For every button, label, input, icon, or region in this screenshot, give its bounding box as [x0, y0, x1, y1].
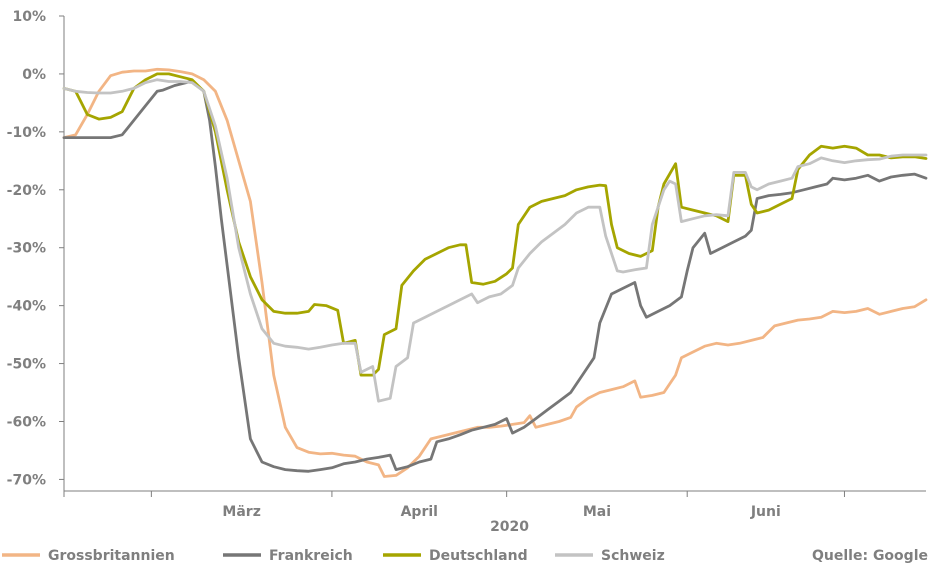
series-line	[62, 67, 928, 478]
legend-label: Schweiz	[601, 548, 665, 564]
y-axis-tick-labels: 10% 0% -10% -20% -30% -40% -50% -60% -70%	[7, 9, 64, 488]
y-tick-label: -60%	[7, 414, 46, 430]
y-tick-label: -20%	[7, 183, 46, 199]
y-tick-label: -70%	[7, 472, 46, 488]
month-label: März	[222, 504, 260, 520]
x-axis-year-label: 2020	[490, 519, 529, 535]
y-tick-label: -50%	[7, 357, 46, 373]
legend: Grossbritannien Frankreich Deutschland Schw…	[2, 548, 665, 564]
y-tick-label: -10%	[7, 125, 46, 141]
y-tick-label: -40%	[7, 299, 46, 315]
series-line	[62, 79, 928, 473]
x-axis-month-ticks	[63, 491, 845, 497]
series-line	[62, 78, 928, 403]
legend-label: Frankreich	[269, 548, 353, 564]
legend-label: Deutschland	[429, 548, 528, 564]
series-lines	[62, 67, 928, 478]
source-label: Quelle: Google	[812, 548, 928, 564]
x-axis-month-labels: März April Mai Juni	[222, 504, 780, 520]
month-label: Mai	[583, 504, 611, 520]
y-tick-label: -30%	[7, 241, 46, 257]
y-tick-label: 10%	[12, 9, 46, 25]
legend-label: Grossbritannien	[48, 548, 175, 564]
y-tick-label: 0%	[22, 67, 46, 83]
series-line	[62, 72, 928, 377]
month-label: Juni	[750, 504, 781, 520]
month-label: April	[401, 504, 438, 520]
